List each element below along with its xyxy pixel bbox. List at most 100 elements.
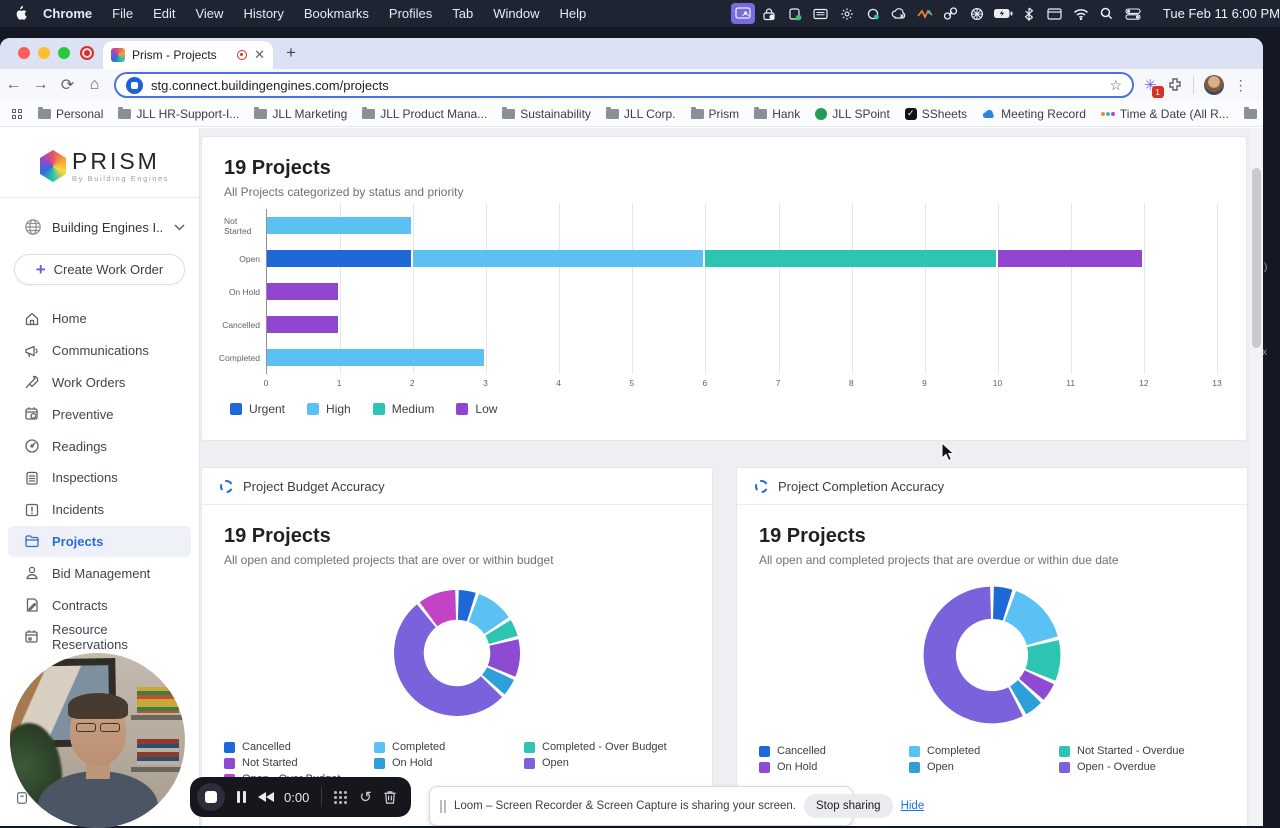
- menu-profiles[interactable]: Profiles: [388, 6, 433, 21]
- sidebar-item-projects[interactable]: Projects: [8, 525, 191, 558]
- enterprise-badge-icon[interactable]: [783, 3, 807, 24]
- menubar-clock[interactable]: Tue Feb 11 6:00 PM: [1162, 6, 1280, 21]
- apple-menu-icon[interactable]: [14, 6, 27, 21]
- create-work-order-button[interactable]: + Create Work Order: [14, 254, 185, 285]
- new-tab-button[interactable]: +: [286, 43, 296, 62]
- sidebar-item-preventive[interactable]: Preventive: [8, 398, 191, 430]
- bookmark-jll-hr-support-i-[interactable]: JLL HR-Support-I...: [118, 106, 239, 121]
- sidebar-item-communications[interactable]: Communications: [8, 335, 191, 367]
- donut-segment-on-hold[interactable]: [1018, 669, 1054, 700]
- battery-icon[interactable]: [991, 3, 1015, 24]
- menu-window[interactable]: Window: [493, 6, 540, 21]
- bar-row-completed[interactable]: [267, 349, 1217, 366]
- menu-history[interactable]: History: [243, 6, 284, 21]
- bar-segment-high[interactable]: [267, 217, 412, 234]
- menu-tab[interactable]: Tab: [452, 6, 474, 21]
- browser-tab[interactable]: Prism - Projects ✕: [103, 41, 273, 69]
- menu-bookmarks[interactable]: Bookmarks: [303, 6, 369, 21]
- sidebar-item-resource-reservations[interactable]: Resource Reservations: [8, 621, 191, 653]
- bookmark-meeting-record[interactable]: Meeting Record: [982, 107, 1086, 121]
- bar-segment-low[interactable]: [267, 283, 339, 300]
- bar-row-on-hold[interactable]: [267, 283, 1217, 300]
- bar-segment-low[interactable]: [997, 250, 1142, 267]
- extensions-puzzle-icon[interactable]: [1167, 77, 1183, 93]
- bookmark-hank[interactable]: Hank: [754, 106, 800, 121]
- bookmark-star-icon[interactable]: ☆: [1109, 76, 1122, 93]
- profile-avatar[interactable]: [1203, 75, 1224, 95]
- donut-segment-not-started[interactable]: [487, 639, 520, 677]
- bookmark-ssheets[interactable]: ✓ SSheets: [904, 107, 967, 121]
- sidebar-item-incidents[interactable]: Incidents: [8, 494, 191, 526]
- window-zoom-button[interactable]: [58, 47, 70, 59]
- donut-segment-completed[interactable]: [1003, 590, 1058, 646]
- stop-sharing-button[interactable]: Stop sharing: [803, 794, 893, 818]
- drag-handle-icon[interactable]: [334, 790, 348, 804]
- banner-drag-handle[interactable]: [440, 799, 446, 813]
- donut-segment-on-hold[interactable]: [481, 666, 514, 695]
- link-icon[interactable]: [939, 3, 963, 24]
- window-close-button[interactable]: [18, 47, 30, 59]
- bookmark-jll-spoint[interactable]: JLL SPoint: [815, 107, 890, 121]
- donut-segment-completed[interactable]: [467, 594, 509, 635]
- bookmark-jll-product-mana-[interactable]: JLL Product Mana...: [362, 106, 487, 121]
- restart-recording-icon[interactable]: ↺: [359, 789, 372, 806]
- menu-file[interactable]: File: [112, 6, 134, 21]
- webcam-bubble[interactable]: [10, 653, 185, 828]
- bookmark-jll-corp-[interactable]: JLL Corp.: [605, 106, 676, 121]
- reload-button[interactable]: ⟳: [60, 77, 75, 94]
- donut-segment-not-started-overdue[interactable]: [1025, 640, 1061, 681]
- scrollbar-thumb[interactable]: [1252, 168, 1261, 348]
- url-text[interactable]: stg.connect.buildingengines.com/projects: [151, 77, 389, 93]
- forward-button[interactable]: →: [32, 76, 49, 93]
- bookmark-time-date-all-r-[interactable]: Time & Date (All R...: [1100, 107, 1229, 121]
- bar-row-cancelled[interactable]: [267, 316, 1217, 333]
- bookmark-sustainability[interactable]: Sustainability: [502, 106, 591, 121]
- bar-segment-low[interactable]: [267, 316, 339, 333]
- recording-indicator-icon[interactable]: [80, 46, 94, 60]
- sidebar-item-home[interactable]: Home: [8, 303, 191, 335]
- donut-segment-cancelled[interactable]: [992, 586, 1013, 621]
- bookmark-imported[interactable]: Imported: [1243, 106, 1263, 121]
- budget-donut-chart[interactable]: [387, 583, 527, 723]
- screen-sharing-active-icon[interactable]: [730, 3, 755, 24]
- hide-banner-link[interactable]: Hide: [900, 800, 925, 812]
- menu-chrome[interactable]: Chrome: [43, 6, 93, 21]
- donut-segment-open-overdue[interactable]: [923, 586, 1023, 724]
- bar-row-open[interactable]: [267, 250, 1217, 267]
- back-button[interactable]: ←: [5, 76, 22, 93]
- sidebar-item-inspections[interactable]: Inspections: [8, 462, 191, 494]
- home-button[interactable]: ⌂: [89, 76, 100, 93]
- loom-extension-icon[interactable]: ✳ 1: [1144, 76, 1164, 98]
- stop-recording-button[interactable]: [197, 783, 225, 811]
- settings-gear-icon[interactable]: [835, 3, 859, 24]
- donut-segment-open-over-budget[interactable]: [419, 590, 457, 627]
- bar-segment-medium[interactable]: [705, 250, 996, 267]
- pause-button[interactable]: [237, 791, 246, 803]
- bookmark-jll-marketing[interactable]: JLL Marketing: [254, 106, 347, 121]
- bar-segment-high[interactable]: [413, 250, 704, 267]
- control-center-icon[interactable]: [1121, 3, 1145, 24]
- menu-view[interactable]: View: [195, 6, 224, 21]
- camera-icon[interactable]: [861, 3, 885, 24]
- completion-donut-chart[interactable]: [916, 579, 1068, 731]
- bar-segment-high[interactable]: [267, 349, 485, 366]
- extension-wheel-icon[interactable]: [965, 3, 989, 24]
- sidebar-item-readings[interactable]: Readings: [8, 430, 191, 462]
- rewind-button[interactable]: [258, 792, 274, 802]
- sidebar-item-work-orders[interactable]: Work Orders: [8, 367, 191, 399]
- donut-segment-open[interactable]: [394, 604, 503, 716]
- activity-icon[interactable]: [913, 3, 937, 24]
- bluetooth-icon[interactable]: [1017, 3, 1041, 24]
- window-manager-icon[interactable]: [1043, 3, 1067, 24]
- spotlight-search-icon[interactable]: [1095, 3, 1119, 24]
- privacy-lock-icon[interactable]: [757, 3, 781, 24]
- keyboard-icon[interactable]: [809, 3, 833, 24]
- donut-segment-completed-over-budget[interactable]: [485, 620, 518, 645]
- address-bar[interactable]: stg.connect.buildingengines.com/projects…: [114, 72, 1134, 98]
- menu-edit[interactable]: Edit: [153, 6, 176, 21]
- donut-segment-cancelled[interactable]: [457, 590, 476, 622]
- tab-close-icon[interactable]: ✕: [254, 47, 265, 62]
- bookmark-personal[interactable]: Personal: [38, 106, 103, 121]
- menu-help[interactable]: Help: [559, 6, 587, 21]
- delete-recording-icon[interactable]: [383, 790, 397, 805]
